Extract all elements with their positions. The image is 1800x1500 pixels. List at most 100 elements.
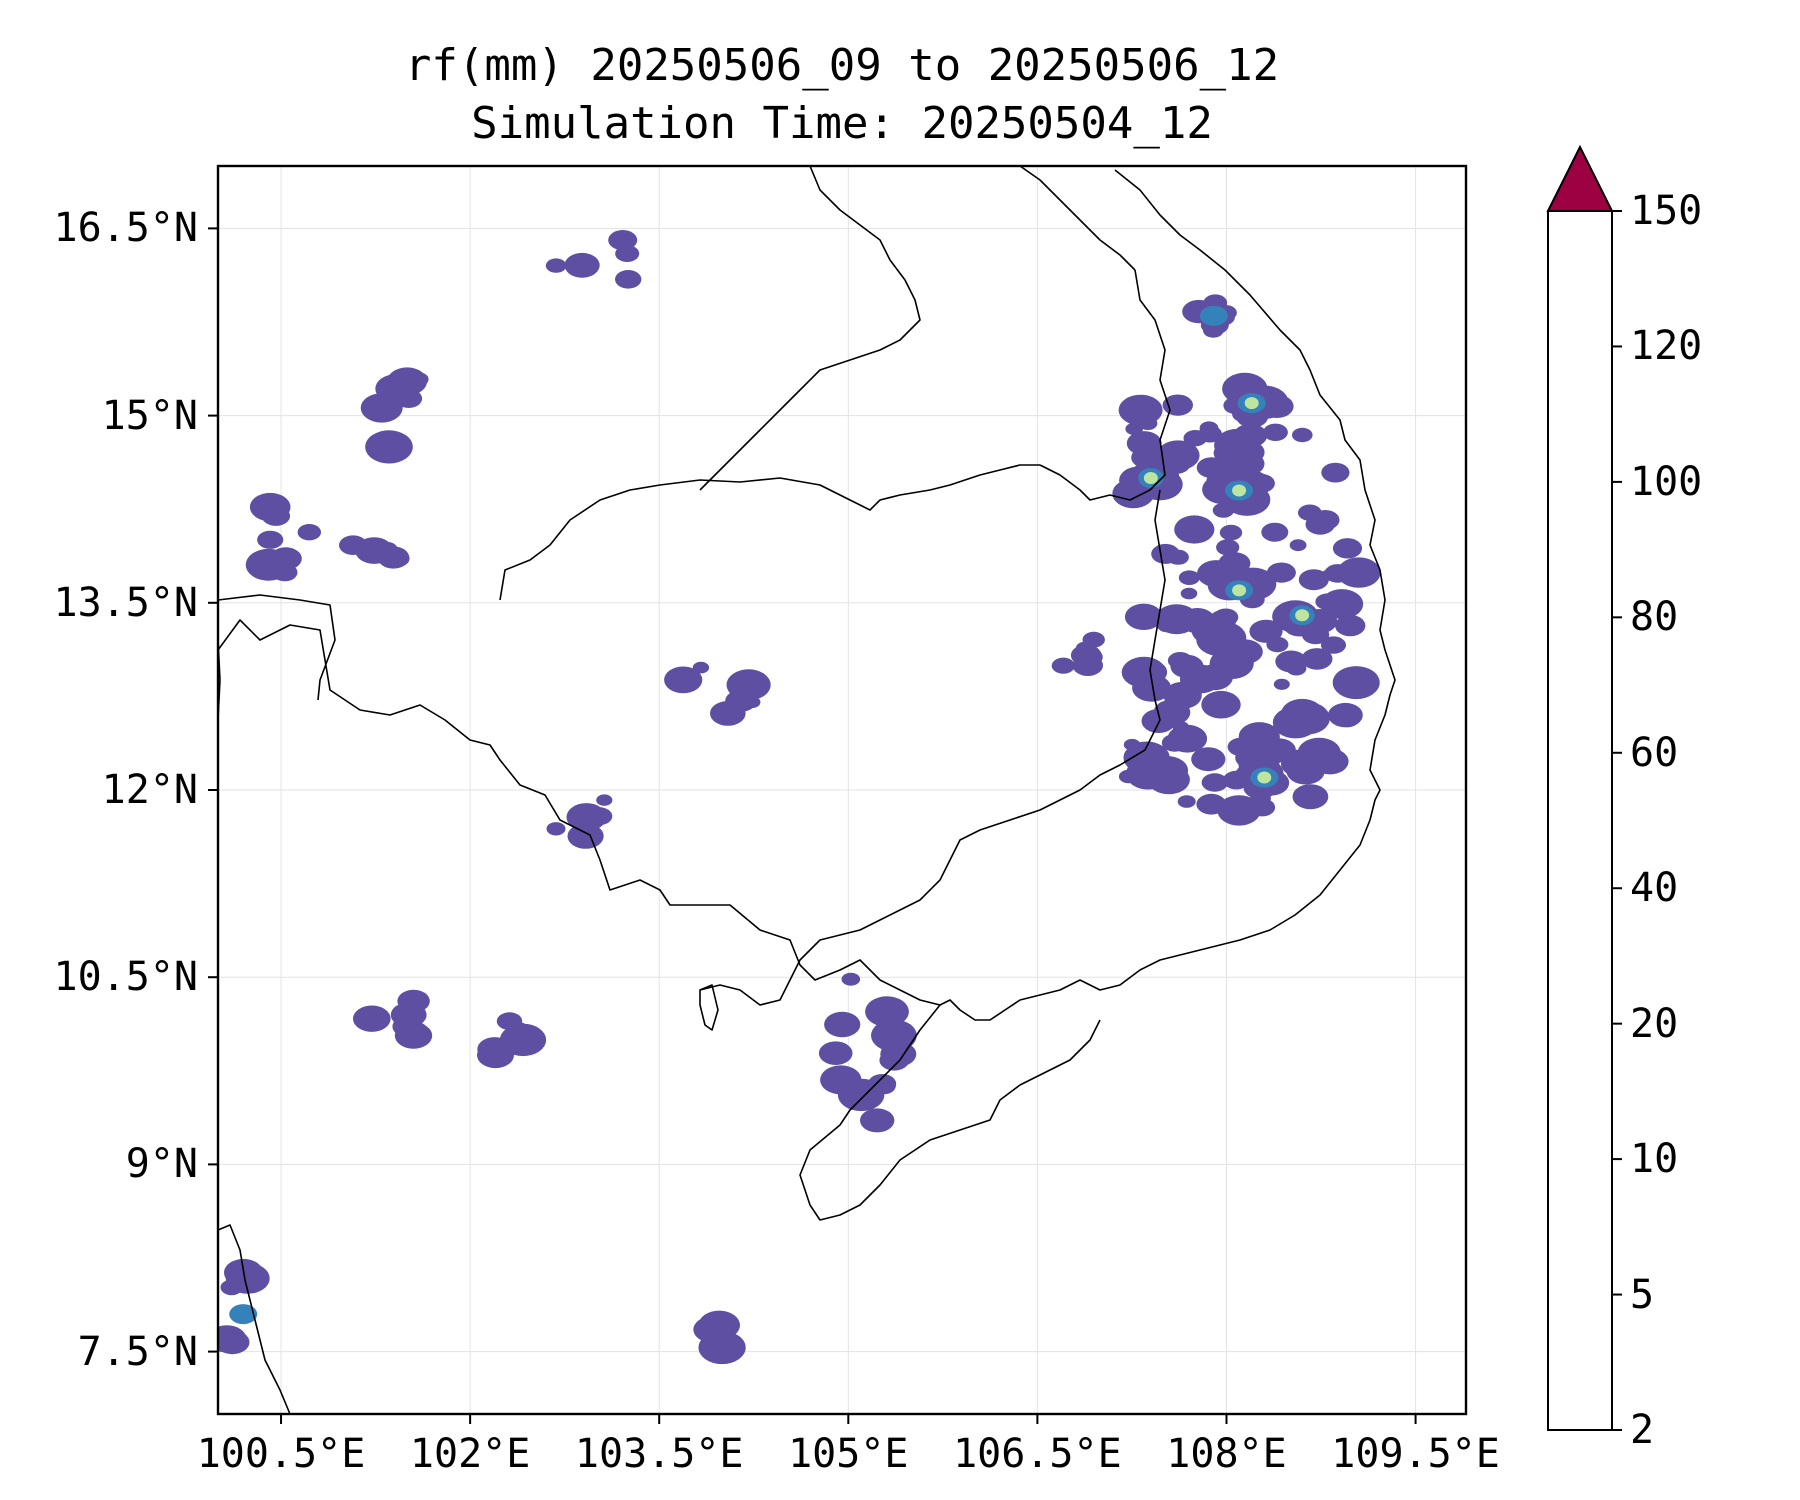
rain-cell bbox=[1201, 690, 1241, 719]
colorbar-extend-arrow bbox=[1546, 144, 1614, 212]
rain-cell bbox=[1201, 773, 1229, 792]
rain-cell bbox=[1286, 661, 1307, 676]
rain-cell bbox=[1180, 587, 1198, 600]
rain-cell bbox=[1227, 737, 1254, 757]
rain-cell bbox=[1249, 619, 1283, 643]
rain-cell bbox=[1292, 427, 1313, 443]
rain-cell bbox=[392, 1016, 423, 1037]
rain-cell bbox=[1298, 569, 1329, 591]
rain-cell-moderate bbox=[229, 1304, 258, 1325]
rain-cell bbox=[579, 809, 597, 821]
lon-tick-label: 105°E bbox=[788, 1431, 909, 1477]
border-thailand-west bbox=[218, 594, 336, 701]
lon-tick-label: 100.5°E bbox=[196, 1431, 366, 1477]
lat-tick-label: 7.5°N bbox=[77, 1328, 198, 1375]
rain-cell bbox=[573, 259, 594, 274]
rain-cell bbox=[1337, 557, 1381, 588]
rain-cell bbox=[1272, 706, 1319, 739]
rain-cell bbox=[1178, 570, 1200, 585]
coastlines-and-borders bbox=[218, 166, 1396, 1414]
rain-cell bbox=[1072, 654, 1104, 677]
rain-cell bbox=[297, 524, 321, 541]
map-ticks bbox=[208, 227, 1417, 1424]
rain-cell bbox=[1310, 510, 1340, 530]
map-subtitle: Simulation Time: 20250504_12 bbox=[471, 98, 1213, 149]
rain-cell bbox=[397, 989, 430, 1013]
rain-cell bbox=[1191, 747, 1226, 772]
coastline-malay-peninsula bbox=[218, 1224, 291, 1414]
lon-tick-label: 109.5°E bbox=[1331, 1431, 1500, 1477]
rain-cell bbox=[546, 822, 566, 836]
rain-cell bbox=[1301, 648, 1333, 670]
rain-cell-heavy bbox=[1232, 584, 1247, 597]
rain-cell bbox=[1332, 538, 1363, 559]
border-cambodia-laos-vietnam bbox=[1039, 269, 1171, 501]
rain-cell bbox=[1335, 710, 1360, 728]
rain-cell bbox=[824, 1011, 861, 1038]
rain-cell bbox=[1147, 756, 1189, 785]
rain-cell bbox=[1332, 666, 1380, 700]
lon-tick-label: 108°E bbox=[1166, 1431, 1287, 1477]
rain-cell bbox=[841, 972, 861, 986]
rain-cell bbox=[545, 258, 567, 273]
rain-cell bbox=[1292, 784, 1329, 810]
lat-tick-label: 16.5°N bbox=[53, 205, 199, 252]
rain-cell bbox=[1272, 745, 1294, 761]
lat-tick-label: 13.5°N bbox=[53, 579, 199, 626]
colorbar-tick-label: 10 bbox=[1630, 1136, 1679, 1183]
rain-cell bbox=[1196, 793, 1227, 815]
lat-tick-label: 12°N bbox=[101, 767, 198, 813]
rain-cell bbox=[1177, 795, 1196, 808]
rain-cell bbox=[1263, 423, 1288, 441]
rain-cell bbox=[1324, 564, 1351, 583]
rain-cell-heavy bbox=[1244, 397, 1259, 410]
rain-cell-heavy bbox=[1295, 609, 1310, 622]
colorbar-tick-label: 120 bbox=[1630, 323, 1703, 370]
rain-cell bbox=[1076, 641, 1093, 654]
rain-cell bbox=[1221, 454, 1261, 482]
border-laos-vietnam-north bbox=[1019, 166, 1136, 271]
rain-cell bbox=[1126, 431, 1162, 456]
rain-cell bbox=[1124, 603, 1163, 630]
rain-cell bbox=[1261, 522, 1289, 542]
rain-cell bbox=[1151, 543, 1180, 564]
rain-cell bbox=[409, 372, 429, 387]
border-laos-thailand bbox=[699, 166, 921, 491]
rain-cell bbox=[1118, 394, 1163, 426]
rain-cell bbox=[1266, 636, 1289, 653]
lat-tick-label: 10.5°N bbox=[53, 954, 199, 1001]
lon-tick-label: 102°E bbox=[409, 1431, 531, 1477]
rain-cell bbox=[860, 1108, 895, 1133]
colorbar-tick-label: 150 bbox=[1630, 188, 1703, 234]
colorbar-tick-label: 60 bbox=[1630, 729, 1679, 776]
island-phu-quoc bbox=[699, 984, 719, 1031]
rain-cell bbox=[1217, 795, 1261, 826]
border-thailand-cambodia bbox=[499, 464, 1040, 601]
rain-cell bbox=[261, 506, 291, 526]
rain-cell bbox=[1167, 724, 1208, 753]
rain-cell bbox=[1188, 519, 1207, 534]
rain-cell bbox=[1289, 539, 1307, 552]
colorbar-tick-label: 5 bbox=[1630, 1271, 1655, 1318]
colorbar-tick-label: 80 bbox=[1630, 594, 1679, 641]
rain-cell bbox=[1321, 636, 1346, 654]
colorbar-tick-label: 20 bbox=[1630, 1000, 1679, 1047]
rain-cell bbox=[615, 270, 642, 289]
rain-cell bbox=[1051, 657, 1075, 674]
rain-cell bbox=[360, 393, 403, 423]
colorbar-tick-label: 40 bbox=[1630, 865, 1679, 912]
colorbar-tick-label: 100 bbox=[1630, 458, 1703, 505]
lat-tick-label: 15°N bbox=[101, 392, 198, 439]
rain-cell bbox=[1203, 323, 1224, 338]
rainfall-contours bbox=[218, 230, 1381, 1365]
colorbar-tick-label: 2 bbox=[1630, 1407, 1655, 1453]
rain-cell bbox=[477, 1042, 514, 1069]
lon-tick-label: 103.5°E bbox=[574, 1431, 744, 1477]
rain-cell bbox=[1195, 664, 1233, 691]
rain-cell bbox=[383, 382, 401, 396]
coastline-gulf-of-thailand bbox=[218, 169, 1396, 1021]
rain-cell bbox=[608, 230, 638, 251]
rain-cell bbox=[726, 669, 771, 701]
rain-cell bbox=[865, 996, 909, 1027]
rain-cell bbox=[1132, 674, 1172, 702]
